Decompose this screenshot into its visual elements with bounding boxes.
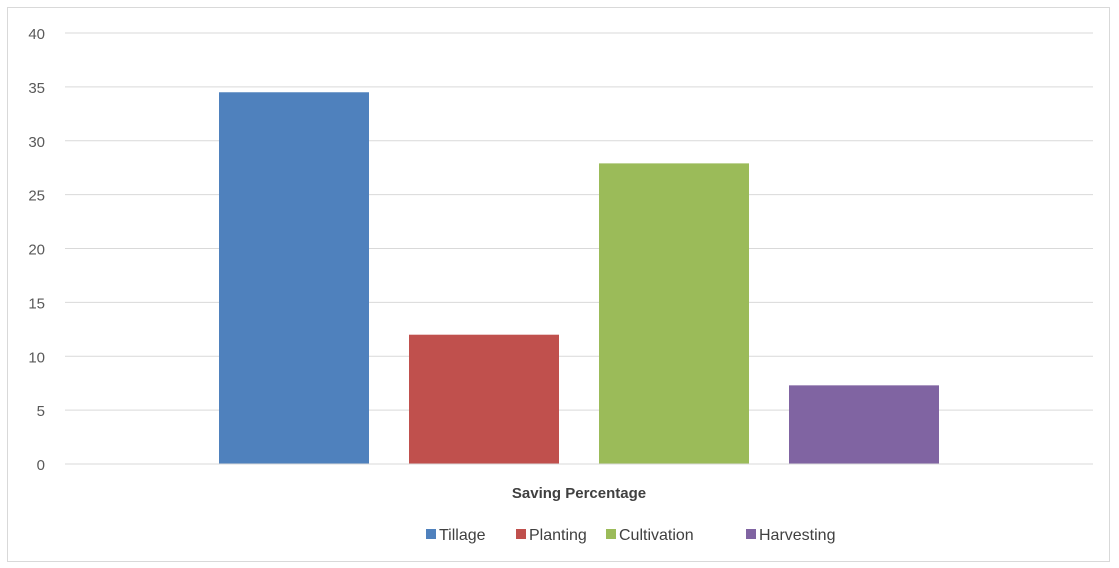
- bar-planting: [409, 335, 559, 464]
- legend-swatch-cultivation: [606, 529, 616, 539]
- y-tick-label: 15: [28, 295, 45, 312]
- chart-frame: 0 5 10 15 20 25 30 35 40 Saving Percentage Tilla…: [7, 7, 1110, 562]
- y-tick-label: 40: [28, 26, 45, 43]
- legend-swatch-harvesting: [746, 529, 756, 539]
- y-axis-ticks: 0 5 10 15 20 25 30 35 40: [28, 26, 45, 474]
- legend-label-cultivation: Cultivation: [619, 527, 694, 544]
- y-tick-label: 35: [28, 80, 45, 97]
- legend-label-tillage: Tillage: [439, 527, 486, 544]
- legend-label-harvesting: Harvesting: [759, 527, 835, 544]
- y-tick-label: 20: [28, 242, 45, 259]
- legend-swatch-planting: [516, 529, 526, 539]
- legend: Tillage Planting Cultivation Harvesting: [426, 527, 835, 544]
- bars: [219, 92, 939, 464]
- legend-swatch-tillage: [426, 529, 436, 539]
- legend-label-planting: Planting: [529, 527, 587, 544]
- bar-harvesting: [789, 385, 939, 464]
- bar-chart: 0 5 10 15 20 25 30 35 40 Saving Percentage Tilla…: [8, 8, 1111, 563]
- y-tick-label: 5: [37, 403, 45, 420]
- x-axis-label: Saving Percentage: [512, 485, 646, 502]
- y-tick-label: 30: [28, 134, 45, 151]
- y-tick-label: 10: [28, 349, 45, 366]
- y-tick-label: 25: [28, 188, 45, 205]
- bar-tillage: [219, 92, 369, 464]
- y-tick-label: 0: [37, 457, 45, 474]
- bar-cultivation: [599, 163, 749, 464]
